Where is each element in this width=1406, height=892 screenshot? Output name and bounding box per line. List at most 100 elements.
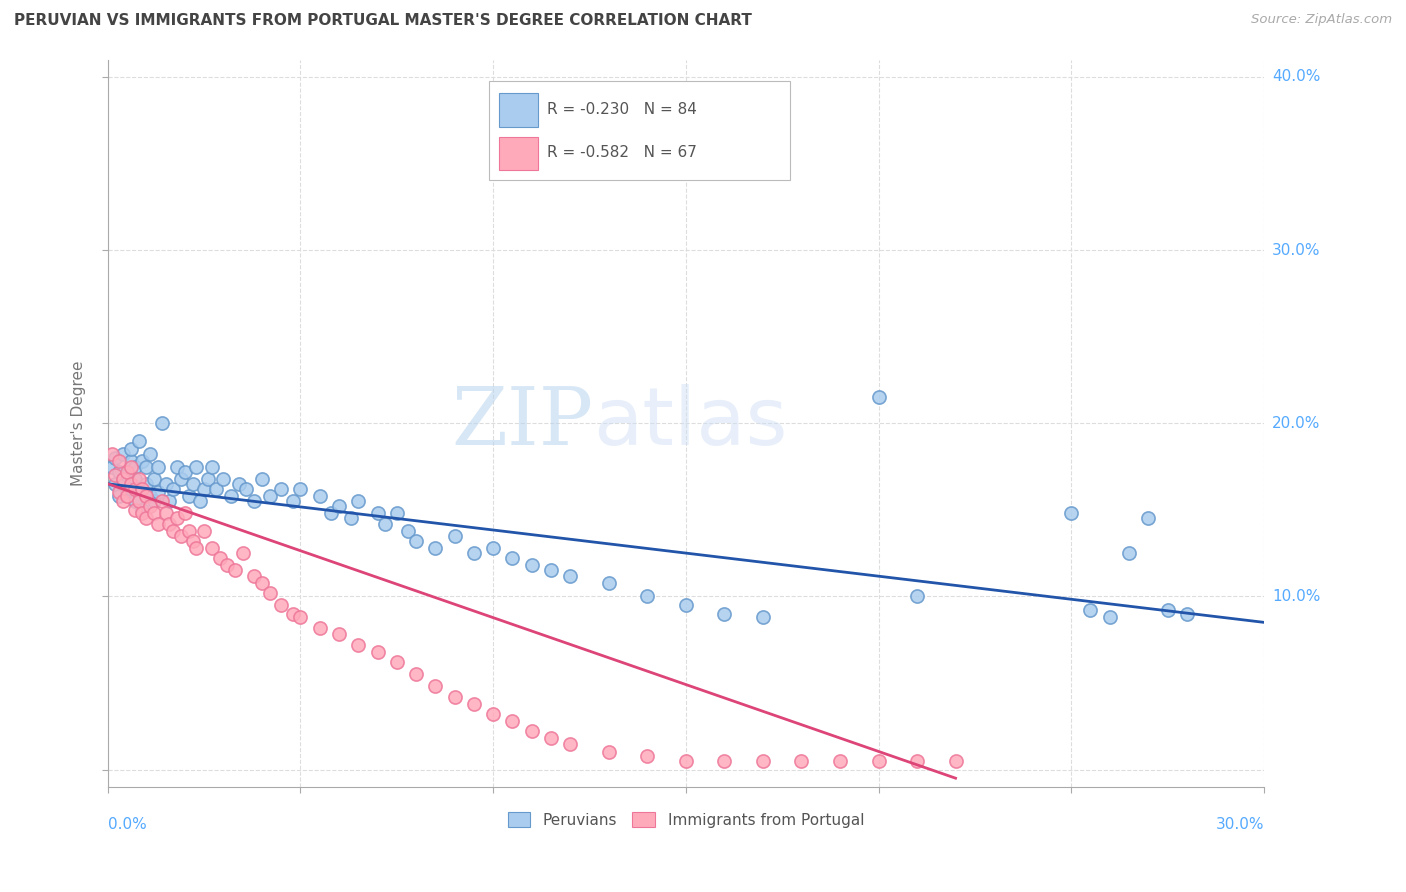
Point — [177, 489, 200, 503]
Point — [290, 610, 312, 624]
Point — [120, 442, 142, 457]
Point — [219, 489, 242, 503]
Point — [463, 697, 485, 711]
Point — [124, 472, 146, 486]
Point — [131, 482, 153, 496]
Point — [201, 459, 224, 474]
Point — [560, 737, 582, 751]
Y-axis label: Master's Degree: Master's Degree — [72, 360, 86, 486]
Point — [636, 748, 658, 763]
Point — [243, 494, 266, 508]
Point — [108, 454, 131, 468]
Point — [270, 482, 292, 496]
Point — [139, 489, 162, 503]
Point — [197, 472, 219, 486]
Point — [128, 494, 150, 508]
Point — [425, 541, 447, 555]
Point — [139, 447, 162, 461]
Point — [367, 645, 389, 659]
Point — [367, 506, 389, 520]
Text: 30.0%: 30.0% — [1215, 817, 1264, 832]
Point — [162, 524, 184, 538]
Point — [339, 511, 361, 525]
Point — [328, 627, 350, 641]
Point — [108, 485, 131, 500]
Point — [131, 503, 153, 517]
Point — [146, 516, 169, 531]
Point — [124, 482, 146, 496]
Point — [131, 454, 153, 468]
Point — [143, 472, 166, 486]
Point — [201, 541, 224, 555]
Text: R = -0.582   N = 67: R = -0.582 N = 67 — [547, 145, 697, 161]
Point — [100, 447, 122, 461]
Text: Source: ZipAtlas.com: Source: ZipAtlas.com — [1251, 13, 1392, 27]
Point — [104, 468, 127, 483]
Point — [108, 489, 131, 503]
Point — [146, 485, 169, 500]
Point — [104, 476, 127, 491]
Point — [128, 472, 150, 486]
Point — [374, 516, 396, 531]
Point — [108, 465, 131, 479]
Point — [1098, 610, 1121, 624]
Point — [139, 500, 162, 514]
Point — [124, 494, 146, 508]
Text: atlas: atlas — [593, 384, 787, 462]
Point — [1060, 506, 1083, 520]
Point — [270, 598, 292, 612]
Point — [193, 482, 215, 496]
Point — [112, 494, 135, 508]
Point — [124, 459, 146, 474]
Point — [120, 476, 142, 491]
Point — [752, 610, 775, 624]
Point — [308, 621, 330, 635]
Point — [482, 707, 505, 722]
Point — [115, 465, 138, 479]
Point — [250, 575, 273, 590]
Point — [463, 546, 485, 560]
Point — [1156, 603, 1178, 617]
Point — [250, 472, 273, 486]
Point — [1080, 603, 1102, 617]
Point — [173, 506, 195, 520]
Point — [868, 754, 890, 768]
Point — [228, 476, 250, 491]
Point — [120, 482, 142, 496]
Point — [143, 494, 166, 508]
Point — [1137, 511, 1160, 525]
Point — [905, 590, 928, 604]
Point — [224, 563, 246, 577]
Point — [115, 485, 138, 500]
Point — [501, 714, 523, 728]
FancyBboxPatch shape — [489, 81, 790, 179]
Point — [131, 506, 153, 520]
Point — [1175, 607, 1198, 621]
Point — [146, 459, 169, 474]
Point — [124, 503, 146, 517]
Point — [166, 459, 188, 474]
Point — [120, 454, 142, 468]
Text: 30.0%: 30.0% — [1272, 243, 1320, 258]
Point — [150, 494, 173, 508]
Point — [212, 472, 235, 486]
Point — [115, 489, 138, 503]
Point — [259, 586, 281, 600]
Point — [186, 541, 208, 555]
Point — [905, 754, 928, 768]
Text: R = -0.230   N = 84: R = -0.230 N = 84 — [547, 102, 697, 117]
Point — [828, 754, 851, 768]
Point — [188, 494, 211, 508]
Point — [425, 680, 447, 694]
Point — [112, 472, 135, 486]
Point — [135, 511, 157, 525]
FancyBboxPatch shape — [499, 93, 538, 127]
Point — [281, 494, 304, 508]
Point — [159, 494, 181, 508]
Point — [675, 754, 697, 768]
Point — [259, 489, 281, 503]
Point — [112, 472, 135, 486]
Point — [170, 472, 193, 486]
Point — [540, 563, 562, 577]
Point — [235, 482, 257, 496]
